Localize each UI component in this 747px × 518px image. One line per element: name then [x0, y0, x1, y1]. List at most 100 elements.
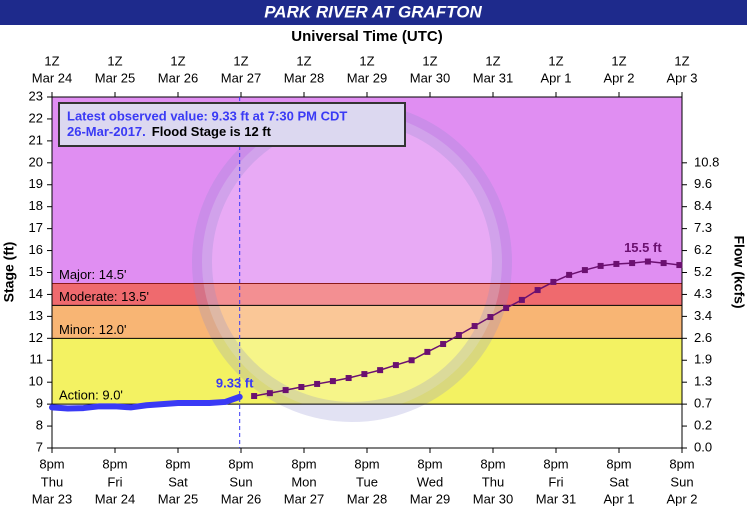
series-marker — [660, 260, 667, 267]
series-marker — [503, 305, 510, 312]
y-tick-label: 9 — [36, 396, 43, 411]
x-tick-day: Sun — [670, 474, 693, 489]
y-tick-label: 21 — [29, 132, 43, 147]
x2-tick-date: Mar 27 — [221, 70, 261, 85]
x2-tick-label: 1Z — [422, 53, 437, 68]
x2-axis-title: Universal Time (UTC) — [291, 28, 442, 45]
x2-tick-label: 1Z — [674, 53, 689, 68]
series-marker — [314, 380, 321, 387]
x-tick-label: 8pm — [669, 456, 694, 471]
x-tick-date: Mar 25 — [158, 491, 198, 506]
x2-tick-label: 1Z — [233, 53, 248, 68]
x-tick-date: Mar 28 — [347, 491, 387, 506]
x-tick-date: Mar 31 — [536, 491, 576, 506]
y-tick-label: 22 — [29, 110, 43, 125]
x2-tick-label: 1Z — [107, 53, 122, 68]
x-tick-date: Apr 2 — [666, 491, 697, 506]
value-label: 15.5 ft — [624, 240, 662, 255]
y2-tick-label: 2.6 — [694, 330, 712, 345]
x-tick-label: 8pm — [417, 456, 442, 471]
series-marker — [597, 262, 604, 269]
series-marker — [424, 348, 431, 355]
series-marker — [487, 314, 494, 321]
x2-tick-date: Apr 1 — [540, 70, 571, 85]
x-tick-day: Thu — [482, 474, 504, 489]
x2-tick-date: Mar 25 — [95, 70, 135, 85]
y2-tick-label: 5.2 — [694, 264, 712, 279]
series-marker — [345, 375, 352, 382]
series-marker — [455, 332, 462, 339]
x-tick-date: Mar 24 — [95, 491, 135, 506]
x-tick-date: Mar 30 — [473, 491, 513, 506]
series-marker — [550, 278, 557, 285]
y2-tick-label: 4.3 — [694, 286, 712, 301]
x-tick-date: Mar 26 — [221, 491, 261, 506]
annotation-line: Latest observed value: 9.33 ft at 7:30 P… — [67, 108, 347, 123]
x2-tick-label: 1Z — [44, 53, 59, 68]
x-tick-day: Thu — [41, 474, 63, 489]
x2-tick-label: 1Z — [359, 53, 374, 68]
series-marker — [282, 387, 289, 394]
x-tick-label: 8pm — [39, 456, 64, 471]
x-tick-day: Tue — [356, 474, 378, 489]
series-marker — [440, 341, 447, 348]
flood-label: Moderate: 13.5' — [59, 289, 149, 304]
x2-tick-date: Mar 28 — [284, 70, 324, 85]
series-marker — [408, 357, 415, 364]
series-marker — [392, 362, 399, 369]
x2-tick-date: Mar 31 — [473, 70, 513, 85]
y2-axis-title: Flow (kcfs) — [731, 235, 747, 308]
x-tick-date: Apr 1 — [603, 491, 634, 506]
y-axis-title: Stage (ft) — [1, 242, 17, 303]
y2-tick-label: 8.4 — [694, 198, 712, 213]
x-tick-day: Sun — [229, 474, 252, 489]
x2-tick-label: 1Z — [170, 53, 185, 68]
x2-tick-date: Apr 3 — [666, 70, 697, 85]
y-tick-label: 10 — [29, 374, 43, 389]
series-marker — [298, 384, 305, 391]
flood-label: Major: 14.5' — [59, 267, 127, 282]
flood-label: Action: 9.0' — [59, 388, 123, 403]
x-tick-label: 8pm — [543, 456, 568, 471]
y-tick-label: 23 — [29, 88, 43, 103]
x-tick-label: 8pm — [228, 456, 253, 471]
annotation-box — [58, 102, 406, 147]
x-tick-day: Sat — [168, 474, 188, 489]
y2-tick-label: 0.7 — [694, 396, 712, 411]
y2-tick-label: 6.2 — [694, 242, 712, 257]
x2-tick-date: Apr 2 — [603, 70, 634, 85]
x-tick-day: Wed — [417, 474, 444, 489]
y-tick-label: 8 — [36, 418, 43, 433]
y-tick-label: 16 — [29, 242, 43, 257]
x-tick-label: 8pm — [102, 456, 127, 471]
series-marker — [329, 378, 336, 385]
x-tick-day: Mon — [291, 474, 316, 489]
y2-tick-label: 7.3 — [694, 220, 712, 235]
x-tick-day: Fri — [107, 474, 122, 489]
x2-tick-date: Mar 26 — [158, 70, 198, 85]
x-tick-label: 8pm — [606, 456, 631, 471]
annotation-line: 26-Mar-2017. Flood Stage is 12 ft — [67, 124, 272, 139]
series-marker — [644, 258, 651, 265]
y-tick-label: 7 — [36, 439, 43, 454]
y-tick-label: 12 — [29, 330, 43, 345]
x-tick-date: Mar 29 — [410, 491, 450, 506]
flood-label: Minor: 12.0' — [59, 322, 127, 337]
x2-tick-date: Mar 30 — [410, 70, 450, 85]
series-marker — [361, 371, 368, 378]
x2-tick-label: 1Z — [296, 53, 311, 68]
flood-band — [52, 305, 682, 339]
y-tick-label: 17 — [29, 220, 43, 235]
series-marker — [377, 367, 384, 374]
x-tick-label: 8pm — [165, 456, 190, 471]
y-tick-label: 19 — [29, 176, 43, 191]
value-label: 9.33 ft — [216, 375, 254, 390]
y-tick-label: 14 — [29, 286, 43, 301]
y2-tick-label: 1.3 — [694, 374, 712, 389]
y2-tick-label: 0.2 — [694, 418, 712, 433]
annotation-date: 26-Mar-2017. — [67, 124, 146, 139]
series-marker — [251, 393, 258, 400]
x2-tick-label: 1Z — [611, 53, 626, 68]
title-bar — [0, 0, 747, 25]
